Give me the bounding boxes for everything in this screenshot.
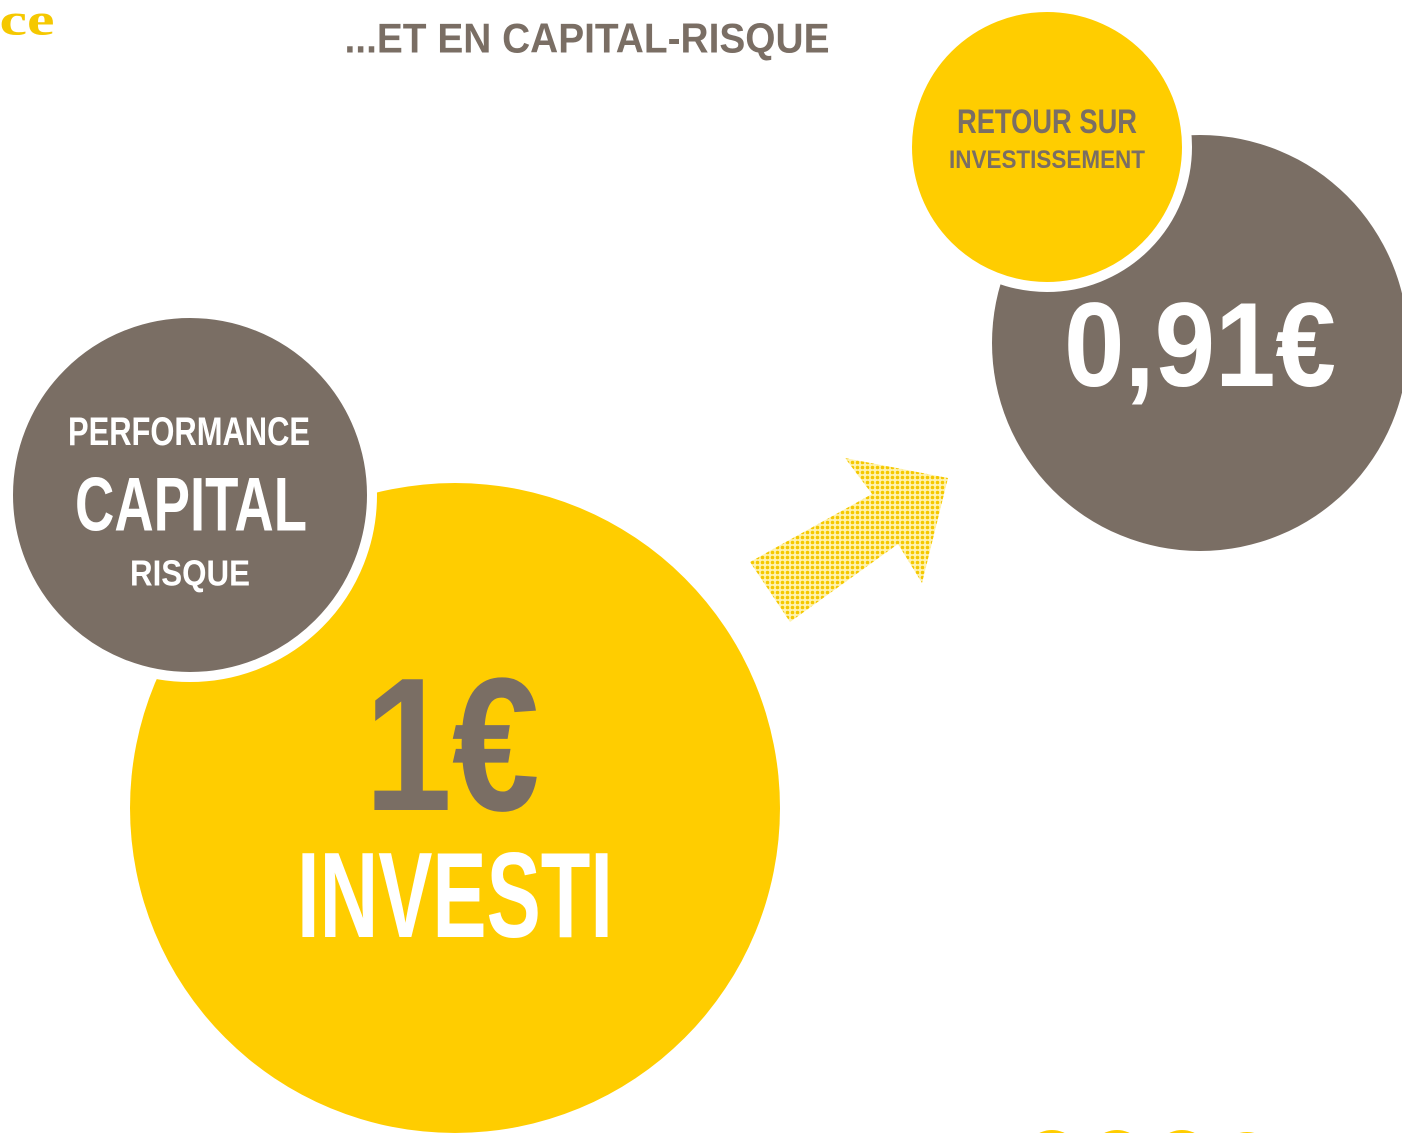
performance-line2: CAPITAL: [75, 463, 307, 548]
arrow: [750, 458, 948, 622]
return-label-circle: [902, 2, 1192, 292]
performance-line3: RISQUE: [130, 553, 250, 594]
performance-line1: PERFORMANCE: [68, 410, 310, 454]
performance-circle: [3, 308, 377, 682]
logo: ce: [0, 0, 55, 45]
return-label-line2: INVESTISSEMENT: [949, 146, 1145, 174]
return-amount: 0,91€: [1064, 278, 1336, 412]
return-label-line1: RETOUR SUR: [957, 103, 1137, 141]
title: ...ET EN CAPITAL-RISQUE: [345, 15, 830, 62]
decor-dot: [1169, 1130, 1195, 1133]
invested-label: INVESTI: [297, 827, 613, 963]
decor-dot: [1104, 1130, 1130, 1133]
decor-dot: [1039, 1130, 1065, 1133]
invested-amount: 1€: [365, 639, 540, 851]
